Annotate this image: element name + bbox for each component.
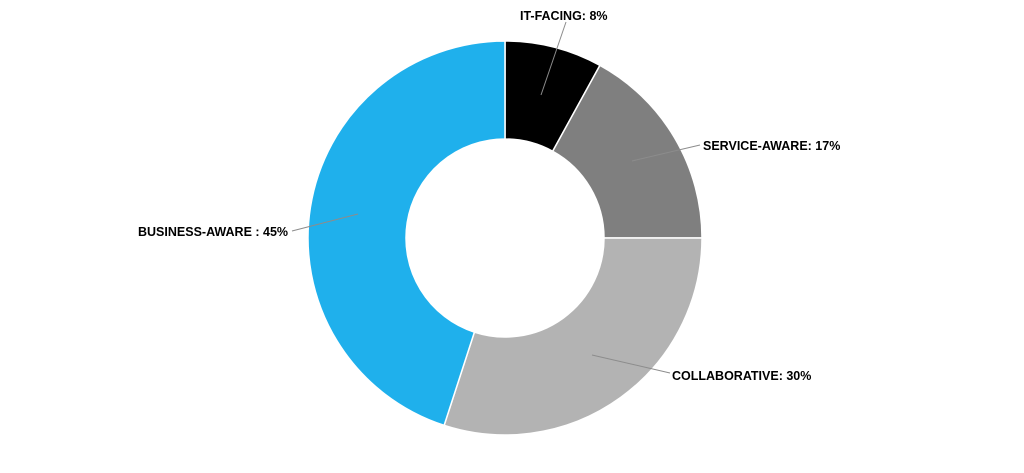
leader-line-it-facing (540, 21, 567, 96)
slice-business-aware (307, 40, 506, 427)
leader-line-service-aware (631, 144, 701, 162)
leader-line-collaborative (591, 354, 671, 374)
data-label-business-aware: BUSINESS-AWARE : 45% (138, 225, 288, 239)
slice-service-aware (551, 64, 703, 239)
data-label-it-facing: IT-FACING: 8% (520, 9, 608, 23)
donut-slices (307, 40, 703, 436)
data-label-service-aware: SERVICE-AWARE: 17% (703, 139, 840, 153)
leader-line-business-aware (291, 213, 359, 232)
data-label-collaborative: COLLABORATIVE: 30% (672, 369, 811, 383)
slice-collaborative (443, 237, 703, 436)
